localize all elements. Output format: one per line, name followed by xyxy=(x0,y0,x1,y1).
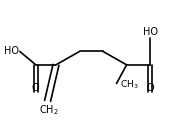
Text: $\rm CH_2$: $\rm CH_2$ xyxy=(39,104,59,117)
Text: $\rm CH_3$: $\rm CH_3$ xyxy=(120,79,139,91)
Text: O: O xyxy=(32,83,40,93)
Text: O: O xyxy=(146,83,154,93)
Text: HO: HO xyxy=(143,27,158,37)
Text: HO: HO xyxy=(4,46,19,56)
